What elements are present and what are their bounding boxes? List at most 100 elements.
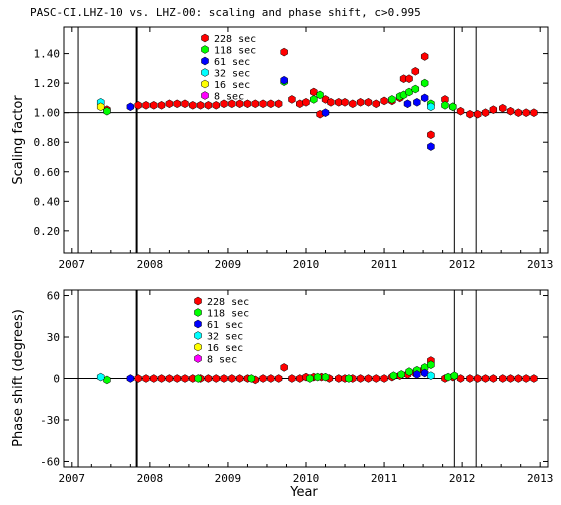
scaling-point-228-sec	[456, 106, 465, 116]
phase-point-228-sec	[456, 374, 465, 383]
scaling-point-228-sec	[380, 96, 388, 106]
scaling-point-118-sec	[411, 84, 420, 94]
scaling-point-118-sec	[310, 95, 318, 104]
scaling-point-61-sec	[403, 99, 412, 109]
scaling-point-118-sec	[388, 95, 396, 104]
scaling-point-228-sec	[204, 101, 213, 110]
phase-point-118-sec	[194, 374, 202, 383]
phase-shift-panel: 2007 2008 2009 2010 2011 2012 2013-60-3003060 …	[11, 289, 554, 500]
phase-x-tick-label: 2010	[293, 472, 320, 485]
scaling-legend-label: 61 sec	[214, 57, 250, 68]
scaling-point-118-sec	[405, 87, 413, 97]
scaling-point-228-sec	[142, 101, 150, 110]
scaling-point-228-sec	[420, 52, 429, 61]
scaling-x-tick-label: 2011	[371, 258, 398, 271]
scaling-point-228-sec	[296, 99, 304, 109]
phase-y-tick-label: -60	[40, 455, 60, 468]
phase-legend-label: 228 sec	[207, 297, 249, 308]
scaling-point-228-sec	[302, 98, 310, 107]
phase-point-118-sec	[103, 375, 111, 385]
phase-point-228-sec	[212, 374, 220, 383]
scaling-legend-marker	[201, 68, 209, 77]
scaling-point-228-sec	[259, 99, 267, 109]
phase-point-228-sec	[288, 374, 296, 383]
scaling-point-228-sec	[181, 99, 189, 109]
phase-point-228-sec	[474, 374, 482, 383]
scaling-point-228-sec	[165, 99, 174, 109]
scaling-x-tick-label: 2013	[527, 258, 554, 271]
phase-point-228-sec	[522, 374, 530, 383]
scaling-point-228-sec	[243, 99, 252, 109]
scaling-point-228-sec	[411, 67, 420, 76]
phase-point-228-sec	[228, 374, 236, 383]
scaling-point-228-sec	[280, 47, 288, 57]
scaling-point-228-sec	[235, 99, 244, 109]
phase-point-228-sec	[356, 374, 365, 383]
scaling-point-118-sec	[449, 102, 457, 112]
scaling-y-tick-label: 0.40	[34, 195, 61, 208]
phase-point-228-sec	[530, 374, 538, 383]
phase-point-32-sec	[96, 372, 105, 382]
phase-point-228-sec	[173, 374, 181, 383]
scaling-legend-label: 16 sec	[214, 80, 250, 91]
scaling-x-tick-label: 2010	[293, 258, 320, 271]
phase-x-tick-label: 2013	[527, 472, 554, 485]
phase-legend-marker	[194, 331, 202, 340]
scaling-point-61-sec	[413, 98, 421, 107]
phase-legend-marker	[194, 296, 202, 306]
phase-point-228-sec	[335, 374, 343, 383]
scaling-legend-label: 118 sec	[214, 46, 256, 57]
scaling-point-228-sec	[267, 99, 275, 109]
scaling-point-228-sec	[466, 109, 474, 119]
scaling-point-228-sec	[134, 101, 142, 110]
phase-point-228-sec	[514, 374, 523, 383]
phase-x-tick-label: 2009	[215, 472, 242, 485]
scaling-point-228-sec	[356, 98, 365, 107]
chart-title: PASC-CI.LHZ-10 vs. LHZ-00: scaling and p…	[30, 6, 421, 19]
phase-legend-marker	[194, 354, 202, 363]
phase-legend-marker	[194, 342, 202, 352]
phase-legend-label: 61 sec	[207, 320, 243, 331]
phase-point-118-sec	[247, 374, 256, 383]
phase-point-228-sec	[134, 374, 142, 383]
phase-point-118-sec	[306, 374, 314, 383]
scaling-point-228-sec	[310, 87, 318, 97]
scaling-point-228-sec	[349, 99, 357, 109]
phase-point-228-sec	[372, 374, 380, 383]
phase-x-tick-label: 2012	[449, 472, 476, 485]
scaling-point-228-sec	[522, 108, 530, 117]
phase-y-tick-label: 0	[53, 373, 60, 386]
phase-y-tick-label: -30	[40, 414, 60, 427]
phase-point-228-sec	[466, 374, 474, 383]
phase-x-tick-label: 2011	[371, 472, 398, 485]
phase-y-axis-label: Phase shift (degrees)	[11, 309, 26, 447]
phase-point-228-sec	[364, 374, 373, 383]
phase-point-228-sec	[165, 374, 174, 383]
phase-point-228-sec	[380, 374, 388, 383]
phase-point-118-sec	[313, 372, 322, 382]
scaling-y-axis-label: Scaling factor	[11, 95, 26, 185]
phase-point-228-sec	[150, 374, 158, 383]
scaling-point-228-sec	[157, 101, 166, 110]
scaling-legend-label: 32 sec	[214, 69, 250, 80]
scaling-point-61-sec	[126, 102, 135, 112]
scaling-y-tick-label: 0.60	[34, 166, 61, 179]
phase-point-228-sec	[489, 374, 498, 383]
scaling-legend-label: 228 sec	[214, 34, 256, 45]
scaling-point-228-sec	[506, 106, 515, 116]
phase-point-228-sec	[481, 374, 490, 383]
phase-point-118-sec	[389, 371, 398, 380]
scaling-point-228-sec	[530, 108, 538, 117]
phase-point-61-sec	[413, 370, 421, 379]
scaling-point-61-sec	[420, 93, 429, 103]
scaling-legend-marker	[201, 79, 209, 89]
phase-x-tick-label: 2007	[59, 472, 86, 485]
scaling-point-228-sec	[288, 95, 296, 104]
phase-point-61-sec	[420, 368, 429, 378]
phase-legend-label: 16 sec	[207, 343, 243, 354]
phase-point-118-sec	[427, 360, 435, 369]
scaling-x-tick-label: 2009	[215, 258, 242, 271]
phase-point-228-sec	[280, 363, 288, 372]
scaling-legend-marker	[201, 33, 209, 43]
